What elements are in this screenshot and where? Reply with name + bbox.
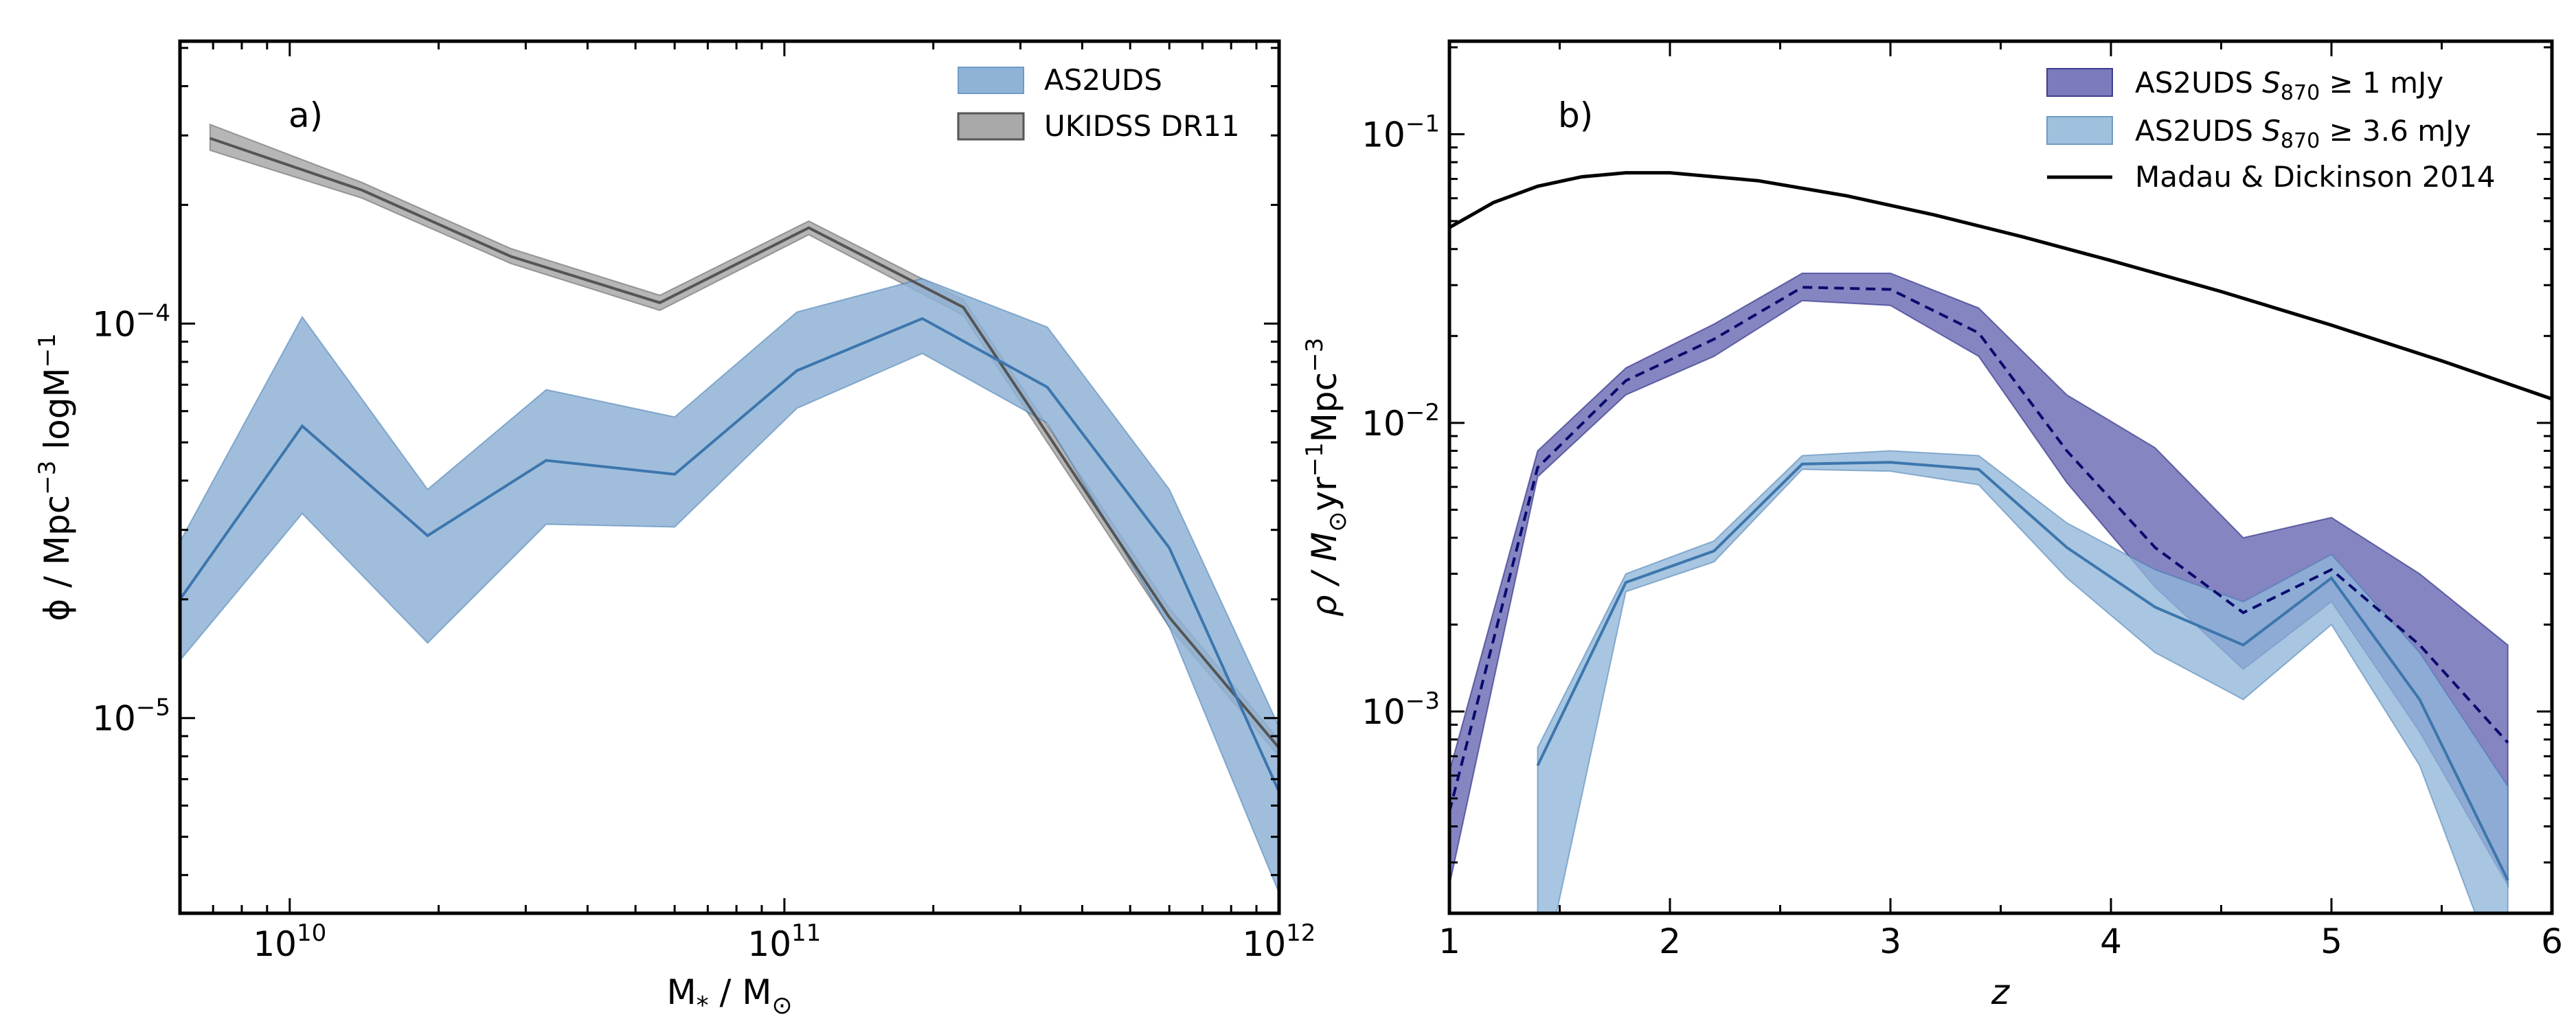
legend-label-ukidss: UKIDSS DR11 — [1044, 109, 1240, 143]
panel-a-plot-area — [180, 123, 1279, 893]
panel-b-xlabel: z — [1991, 972, 2011, 1012]
panel-a: 10−5 10−4 1010 1011 1012 a) AS2UDS UKIDSS DR… — [34, 39, 1315, 1020]
panel-a-ytick-label: 10−4 — [92, 299, 170, 344]
panel-a-band-as2uds — [180, 277, 1279, 893]
legend-label-as2uds: AS2UDS — [1044, 63, 1162, 97]
legend-swatch-ukidss — [957, 112, 1025, 141]
panel-b-series-group — [1449, 171, 2552, 913]
panel-a-line-ukidss-dr11 — [210, 137, 1279, 749]
panel-a-ylabel: ϕ / Mpc−3 logM−1 — [34, 333, 77, 621]
panel-b-ytick-label: 10−1 — [1362, 110, 1440, 154]
panel-a-xtick-label: 1010 — [253, 919, 326, 964]
panel-b-legend: AS2UDS S870 ≥ 1 mJy AS2UDS S870 ≥ 3.6 mJ… — [2046, 66, 2496, 194]
panel-a-xtick-label: 1012 — [1243, 919, 1316, 964]
legend-swatch-1mjy — [2046, 68, 2113, 97]
panel-a-line-as2uds — [180, 317, 1279, 793]
panel-a-band-ukidss-dr11 — [209, 123, 1279, 757]
panel-b-line-as2uds-s870-3-6-mjy — [1536, 461, 2509, 881]
panel-b-xtick-label: 5 — [2320, 922, 2342, 961]
legend-swatch-3-6mjy — [2046, 116, 2113, 145]
panel-a-xtick-label: 1011 — [747, 919, 821, 964]
panel-b-xtick-label: 2 — [1659, 922, 1681, 961]
panel-b-plot-area — [1449, 171, 2552, 913]
panel-a-frame — [178, 39, 1281, 915]
panel-b-xtick-label: 1 — [1438, 922, 1460, 961]
panel-b: 10−3 10−2 10−1 1 2 3 4 5 6 b) AS2UDS S870 ≥ 1 mJ… — [1301, 39, 2563, 1012]
panel-b-band-as2uds-s870-3-6-mjy — [1537, 450, 2509, 913]
panel-a-series-group — [180, 123, 1279, 893]
legend-label-madau: Madau & Dickinson 2014 — [2135, 160, 2496, 194]
panel-b-ytick-label: 10−2 — [1362, 399, 1440, 444]
panel-b-label: b) — [1558, 95, 1593, 135]
legend-swatch-as2uds — [958, 67, 1024, 94]
panel-a-legend: AS2UDS UKIDSS DR11 — [957, 63, 1240, 143]
legend-label-1mjy: AS2UDS S870 ≥ 1 mJy — [2135, 66, 2443, 105]
panel-a-ticks: 10−5 10−4 1010 1011 1012 — [92, 41, 1315, 964]
legend-label-3-6mjy: AS2UDS S870 ≥ 3.6 mJy — [2135, 114, 2471, 153]
panel-a-ytick-label: 10−5 — [92, 694, 170, 739]
panel-b-xtick-label: 3 — [1879, 922, 1901, 961]
panel-b-xtick-label: 4 — [2100, 922, 2122, 961]
panel-b-ytick-label: 10−3 — [1362, 687, 1440, 732]
panel-b-xtick-label: 6 — [2541, 922, 2563, 961]
panel-b-line-as2uds-s870-1-mjy — [1449, 286, 2509, 812]
panel-a-label: a) — [289, 95, 323, 135]
panel-b-line-madau-dickinson-2014 — [1449, 171, 2552, 401]
panel-a-xlabel: M* / M⊙ — [666, 972, 792, 1020]
panel-b-ticks: 10−3 10−2 10−1 1 2 3 4 5 6 — [1362, 41, 2563, 961]
panel-b-ylabel: ρ / M⊙yr−1Mpc−3 — [1301, 338, 1352, 617]
